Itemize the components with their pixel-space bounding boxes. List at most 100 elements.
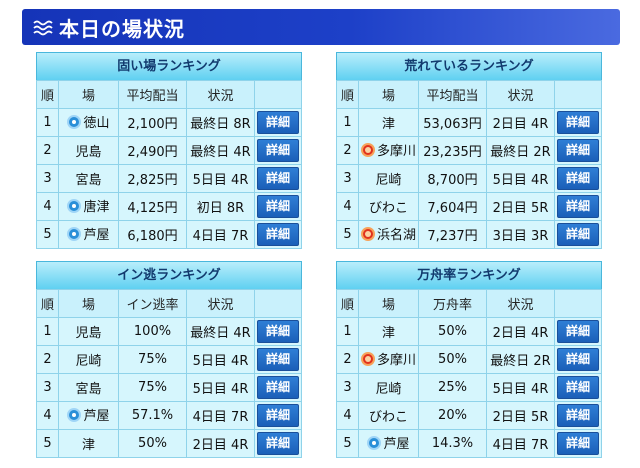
status-cell: 最終日 2R — [486, 136, 555, 165]
venue-name: 津 — [381, 117, 395, 132]
venue-name: 芦屋 — [383, 437, 410, 453]
detail-button[interactable]: 詳細 — [557, 223, 599, 246]
grade-badge-blue-icon — [67, 114, 82, 129]
table-row: 4 びわこ 20% 2日目 5R 詳細 — [336, 401, 602, 430]
rank-cell: 1 — [36, 317, 59, 346]
detail-button[interactable]: 詳細 — [557, 404, 599, 427]
table-row: 3 尼崎 8,700円 5日目 4R 詳細 — [336, 164, 602, 193]
detail-button[interactable]: 詳細 — [257, 111, 299, 134]
rank-cell: 1 — [336, 317, 359, 346]
venue-name: 児島 — [75, 145, 102, 160]
status-cell: 4日目 7R — [486, 429, 555, 458]
venue-cell: びわこ — [358, 401, 419, 430]
column-header — [254, 289, 302, 318]
status-cell: 最終日 8R — [186, 108, 255, 137]
detail-button[interactable]: 詳細 — [257, 348, 299, 371]
value-cell: 23,235円 — [418, 136, 487, 165]
venue-name: 芦屋 — [83, 228, 110, 244]
detail-cell: 詳細 — [254, 429, 302, 458]
venue-cell: 尼崎 — [358, 164, 419, 193]
rank-cell: 4 — [336, 192, 359, 221]
column-header: 平均配当 — [118, 80, 187, 109]
detail-button[interactable]: 詳細 — [257, 139, 299, 162]
table-row: 2 尼崎 75% 5日目 4R 詳細 — [36, 345, 302, 374]
rank-cell: 5 — [336, 429, 359, 458]
column-header: 場 — [358, 80, 419, 109]
detail-button[interactable]: 詳細 — [557, 139, 599, 162]
status-cell: 5日目 4R — [186, 373, 255, 402]
column-header: 状況 — [186, 289, 255, 318]
detail-button[interactable]: 詳細 — [257, 432, 299, 455]
detail-button[interactable]: 詳細 — [257, 167, 299, 190]
detail-button[interactable]: 詳細 — [557, 111, 599, 134]
detail-button[interactable]: 詳細 — [257, 223, 299, 246]
detail-button[interactable]: 詳細 — [257, 376, 299, 399]
value-cell: 14.3% — [418, 429, 487, 458]
detail-button[interactable]: 詳細 — [557, 320, 599, 343]
status-cell: 5日目 4R — [186, 345, 255, 374]
ranking-table: 順場万舟率 状況 1 津 50% 2日目 4R 詳細 2 多摩川 50% 最終日 2R 詳細 3 尼崎 25… — [336, 289, 602, 458]
venue-cell: 児島 — [58, 317, 119, 346]
table-row: 1 津 53,063円 2日目 4R 詳細 — [336, 108, 602, 137]
detail-cell: 詳細 — [254, 317, 302, 346]
detail-button[interactable]: 詳細 — [557, 432, 599, 455]
detail-button[interactable]: 詳細 — [557, 195, 599, 218]
status-cell: 2日目 5R — [486, 401, 555, 430]
venue-cell: 多摩川 — [358, 345, 419, 374]
panel-title: 荒れているランキング — [336, 52, 602, 80]
value-cell: 4,125円 — [118, 192, 187, 221]
venue-name: 宮島 — [75, 173, 102, 188]
detail-cell: 詳細 — [254, 373, 302, 402]
rank-cell: 2 — [336, 136, 359, 165]
ranking-table: 順場イン逃率 状況 1 児島 100% 最終日 4R 詳細 2 尼崎 75% 5日目 4R 詳細 3 宮島… — [36, 289, 302, 458]
value-cell: 25% — [418, 373, 487, 402]
venue-name: びわこ — [368, 410, 408, 425]
status-cell: 最終日 4R — [186, 136, 255, 165]
detail-button[interactable]: 詳細 — [557, 348, 599, 371]
value-cell: 50% — [418, 317, 487, 346]
column-header: 状況 — [186, 80, 255, 109]
value-cell: 6,180円 — [118, 220, 187, 249]
detail-button[interactable]: 詳細 — [557, 376, 599, 399]
rank-cell: 3 — [336, 373, 359, 402]
rough-ranking-panel: 荒れているランキング順場平均配当 状況 1 津 53,063円 2日目 4R 詳細 2 多摩川 2… — [336, 52, 602, 249]
rank-cell: 2 — [36, 136, 59, 165]
detail-cell: 詳細 — [554, 164, 602, 193]
detail-cell: 詳細 — [254, 164, 302, 193]
venue-cell: 芦屋 — [358, 429, 419, 458]
value-cell: 50% — [418, 345, 487, 374]
value-cell: 7,604円 — [418, 192, 487, 221]
venue-cell: 芦屋 — [58, 401, 119, 430]
value-cell: 7,237円 — [418, 220, 487, 249]
detail-button[interactable]: 詳細 — [257, 404, 299, 427]
column-header — [254, 80, 302, 109]
venue-cell: 多摩川 — [358, 136, 419, 165]
venue-cell: 宮島 — [58, 164, 119, 193]
status-cell: 2日目 4R — [486, 317, 555, 346]
table-row: 5 浜名湖 7,237円 3日目 3R 詳細 — [336, 220, 602, 249]
venue-name: 尼崎 — [375, 173, 402, 188]
venue-name: 津 — [81, 438, 95, 453]
detail-button[interactable]: 詳細 — [257, 195, 299, 218]
venue-cell: 唐津 — [58, 192, 119, 221]
value-cell: 100% — [118, 317, 187, 346]
venue-name: 徳山 — [83, 116, 110, 132]
status-cell: 5日目 4R — [486, 373, 555, 402]
detail-cell: 詳細 — [254, 401, 302, 430]
detail-button[interactable]: 詳細 — [257, 320, 299, 343]
column-header: 状況 — [486, 80, 555, 109]
venue-cell: 津 — [358, 317, 419, 346]
venue-cell: 津 — [58, 429, 119, 458]
value-cell: 57.1% — [118, 401, 187, 430]
grade-badge-blue-icon — [367, 435, 382, 450]
page-title: 本日の場状況 — [59, 16, 185, 41]
venue-cell: 尼崎 — [58, 345, 119, 374]
venue-name: びわこ — [368, 201, 408, 216]
venue-name: 尼崎 — [75, 354, 102, 369]
table-row: 3 宮島 2,825円 5日目 4R 詳細 — [36, 164, 302, 193]
column-header: 平均配当 — [418, 80, 487, 109]
rank-cell: 5 — [36, 220, 59, 249]
status-cell: 5日目 4R — [186, 164, 255, 193]
detail-button[interactable]: 詳細 — [557, 167, 599, 190]
column-header: 場 — [58, 80, 119, 109]
